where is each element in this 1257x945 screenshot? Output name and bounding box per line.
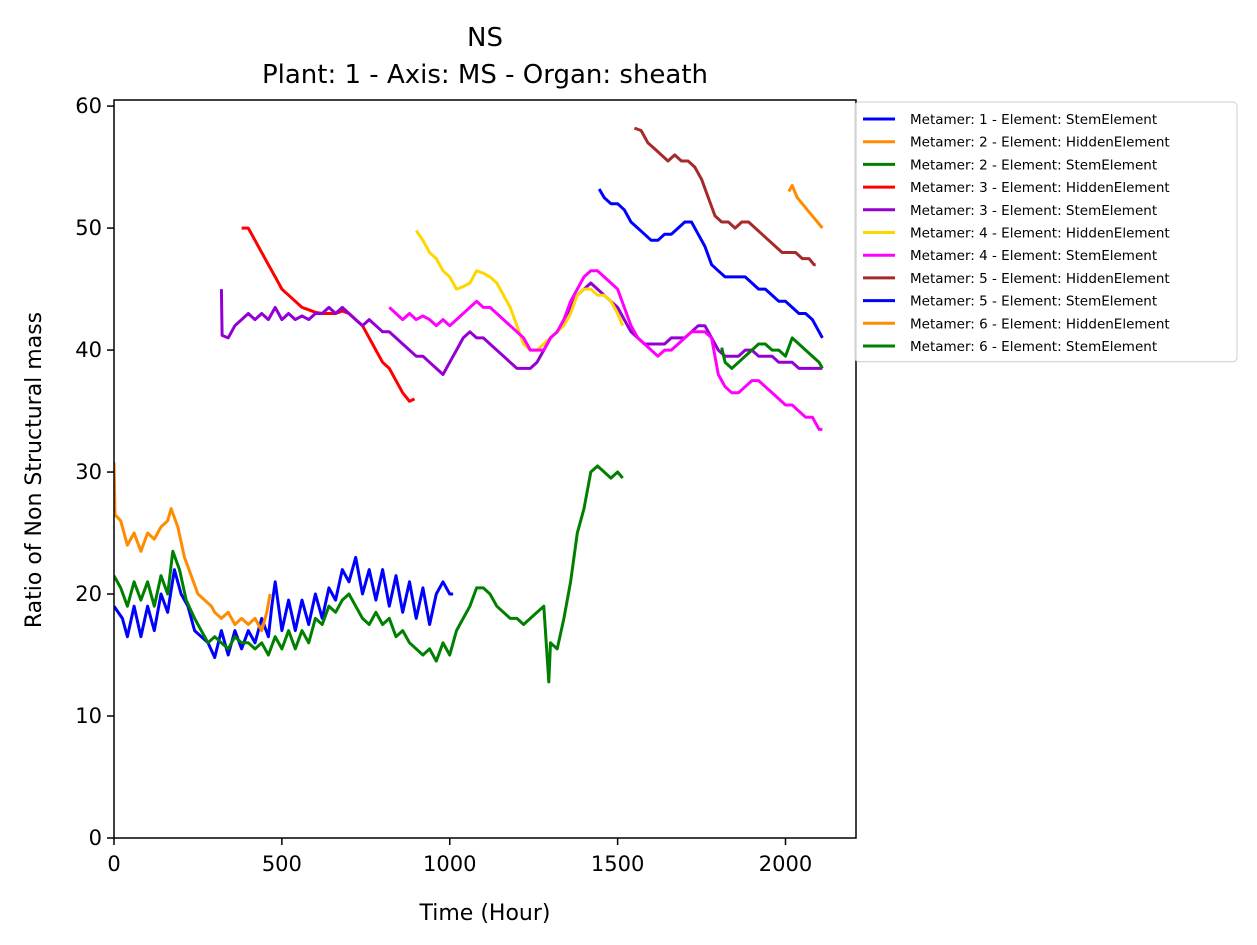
series-line-10: [787, 183, 824, 230]
y-tick-label: 40: [75, 338, 102, 362]
legend-entry: Metamer: 3 - Element: HiddenElement: [910, 180, 1170, 196]
x-tick-label: 1500: [591, 852, 644, 876]
x-tick-label: 1000: [423, 852, 476, 876]
legend: Metamer: 1 - Element: StemElement Metamer…: [854, 101, 1238, 363]
axes-frame: [113, 99, 857, 839]
x-tick-label: 500: [262, 852, 302, 876]
legend-entry: Metamer: 5 - Element: HiddenElement: [910, 271, 1170, 287]
y-axis-label: Ratio of Non Structural mass: [22, 312, 47, 628]
series-line-2: [114, 462, 272, 633]
chart-title: NS: [467, 23, 503, 53]
legend-entry: Metamer: 4 - Element: StemElement: [910, 248, 1157, 264]
series-line-9: [597, 188, 824, 339]
y-tick-label: 50: [75, 216, 102, 240]
legend-entry: Metamer: 6 - Element: StemElement: [910, 339, 1157, 355]
series-line-4: [241, 226, 416, 403]
y-tick-label: 30: [75, 460, 102, 484]
x-axis-label: Time (Hour): [419, 901, 551, 926]
series-line-3: [114, 464, 624, 684]
x-tick-label: 0: [107, 852, 120, 876]
chart-subtitle: Plant: 1 - Axis: MS - Organ: sheath: [262, 60, 708, 90]
legend-entry: Metamer: 3 - Element: StemElement: [910, 203, 1157, 219]
y-tick-label: 20: [75, 582, 102, 606]
legend-frame: [854, 101, 1238, 363]
series-line-5: [219, 281, 823, 376]
legend-entry: Metamer: 1 - Element: StemElement: [910, 112, 1157, 128]
legend-entry: Metamer: 2 - Element: HiddenElement: [910, 135, 1170, 151]
y-tick-label: 60: [75, 94, 102, 118]
legend-entry: Metamer: 6 - Element: HiddenElement: [910, 316, 1170, 332]
series-line-11: [720, 336, 824, 370]
y-tick-label: 10: [75, 704, 102, 728]
y-tick-label: 0: [89, 826, 102, 850]
legend-entry: Metamer: 4 - Element: HiddenElement: [910, 226, 1170, 242]
plot-area: 0 500 1000 1500 2000 0 10 20 30 40 50 60: [75, 94, 857, 876]
series-line-1: [114, 555, 454, 659]
series-line-8: [633, 126, 816, 267]
legend-entry: Metamer: 2 - Element: StemElement: [910, 157, 1157, 173]
series-group: [114, 126, 824, 684]
x-tick-label: 2000: [759, 852, 812, 876]
series-line-7: [388, 269, 823, 431]
legend-entry: Metamer: 5 - Element: StemElement: [910, 294, 1157, 310]
